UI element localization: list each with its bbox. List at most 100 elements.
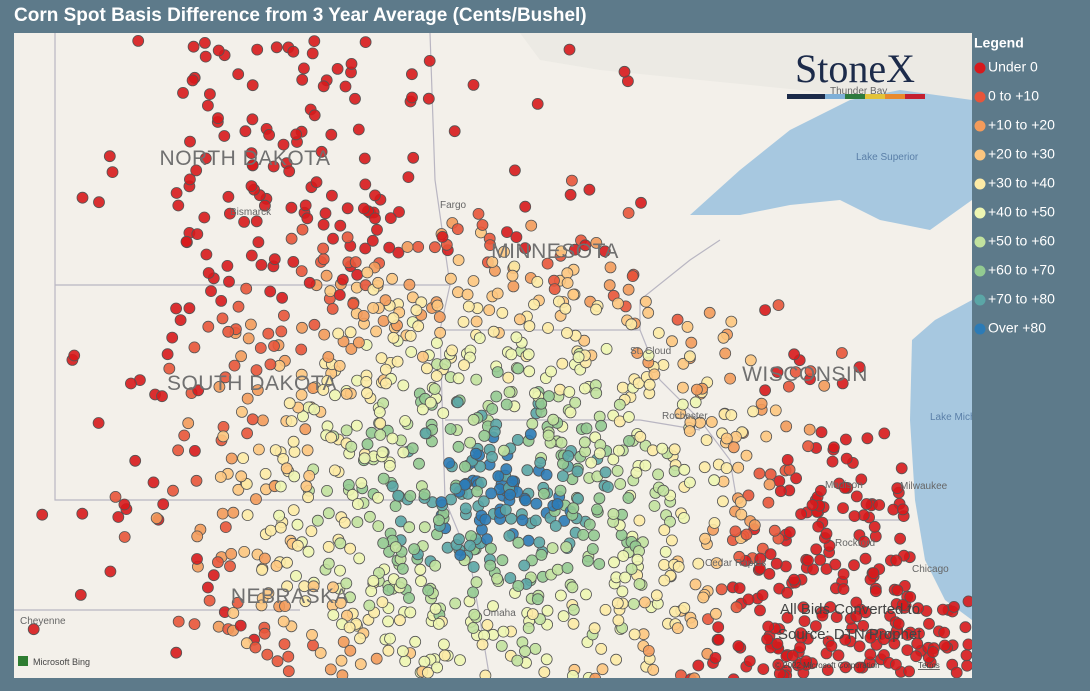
legend-label: +40 to +50 — [988, 204, 1055, 220]
bid-dot — [357, 309, 370, 322]
bid-dot — [697, 591, 710, 604]
bid-dot — [424, 396, 437, 409]
lake-superior — [690, 90, 972, 230]
bid-dot — [681, 320, 694, 333]
bid-dot — [747, 405, 759, 418]
bid-dot — [163, 362, 176, 375]
bid-dot — [890, 658, 902, 671]
bid-dot — [486, 451, 498, 463]
bid-dot — [783, 380, 795, 393]
bid-dot — [246, 413, 259, 426]
bid-dot — [748, 519, 761, 532]
bid-dot — [492, 470, 505, 483]
bid-dot — [240, 282, 253, 295]
bid-dot — [212, 112, 224, 125]
bid-dot — [317, 384, 330, 396]
bid-dot — [359, 178, 372, 191]
bid-dot — [386, 272, 399, 285]
bid-dot — [497, 444, 510, 457]
bid-dot — [434, 326, 447, 339]
bid-dot — [640, 295, 652, 308]
legend-label: Over +80 — [988, 320, 1046, 336]
bid-dot — [376, 596, 389, 608]
bid-dot — [296, 223, 309, 236]
bid-dot — [708, 517, 721, 529]
bid-dot — [859, 552, 872, 565]
bid-dot — [449, 597, 462, 610]
bid-dot — [363, 599, 376, 612]
bid-dot — [198, 37, 211, 49]
bid-dot — [815, 426, 828, 439]
bid-dot — [336, 669, 349, 678]
bid-dot — [519, 242, 531, 255]
legend-label: +10 to +20 — [988, 117, 1055, 133]
bid-dot — [282, 665, 295, 678]
bid-dot — [68, 349, 81, 362]
bid-dot — [297, 62, 310, 75]
bid-dot — [187, 40, 200, 53]
state-label: SOUTH DAKOTA — [167, 372, 337, 395]
bid-dot — [156, 390, 168, 403]
bid-dot — [727, 441, 740, 454]
bid-dot — [190, 164, 203, 177]
bid-dot — [904, 591, 917, 603]
bid-dot — [246, 113, 259, 126]
bid-dot — [242, 332, 255, 345]
bid-dot — [503, 530, 516, 542]
bid-dot — [789, 366, 802, 379]
bid-dot — [912, 602, 924, 615]
bid-dot — [542, 322, 554, 334]
bid-dot — [217, 430, 230, 443]
bid-dot — [422, 666, 434, 678]
bid-dot — [222, 325, 235, 338]
bid-dot — [299, 595, 312, 608]
bid-dot — [404, 329, 417, 342]
legend-swatch — [974, 120, 986, 132]
bid-dot — [484, 239, 497, 252]
bid-dot — [505, 348, 518, 361]
bid-dot — [897, 503, 909, 516]
bid-dot — [633, 578, 646, 590]
legend-label: +20 to +30 — [988, 146, 1055, 162]
bid-dot — [878, 427, 891, 440]
bid-dot — [564, 188, 577, 201]
legend-swatch — [974, 265, 986, 277]
bid-dot — [188, 341, 201, 354]
bid-dot — [339, 80, 352, 93]
bid-dot — [467, 275, 480, 287]
bid-dot — [510, 231, 523, 244]
bid-dot — [850, 596, 863, 609]
bid-dot — [239, 125, 252, 138]
bid-dot — [561, 277, 574, 289]
bid-dot — [522, 622, 535, 634]
bid-dots — [27, 35, 972, 678]
bid-dot — [333, 359, 346, 372]
bid-dot — [302, 545, 315, 558]
bid-dot — [199, 152, 212, 165]
bid-dot — [432, 514, 445, 527]
bid-dot — [678, 512, 690, 524]
bid-dot — [781, 611, 794, 624]
bid-dot — [277, 138, 290, 151]
bid-dot — [191, 553, 203, 565]
bid-dot — [361, 266, 374, 279]
bid-dot — [228, 359, 241, 372]
bid-dot — [611, 464, 624, 477]
bid-dot — [334, 537, 347, 550]
place-label: Omaha — [483, 608, 516, 619]
bid-dot — [382, 615, 395, 628]
bid-dot — [396, 562, 409, 575]
bid-dot — [290, 570, 302, 582]
terms-link[interactable]: Terms — [918, 661, 940, 670]
bid-dot — [757, 663, 770, 675]
bid-dot — [511, 654, 524, 667]
bid-dot — [399, 655, 412, 667]
bid-dot — [470, 576, 483, 589]
bid-dot — [270, 560, 283, 572]
bid-dot — [109, 490, 122, 503]
bid-dot — [399, 415, 412, 427]
bid-dot — [754, 604, 766, 617]
bid-dot — [630, 466, 643, 479]
bid-dot — [850, 490, 863, 503]
bid-dot — [461, 288, 474, 301]
